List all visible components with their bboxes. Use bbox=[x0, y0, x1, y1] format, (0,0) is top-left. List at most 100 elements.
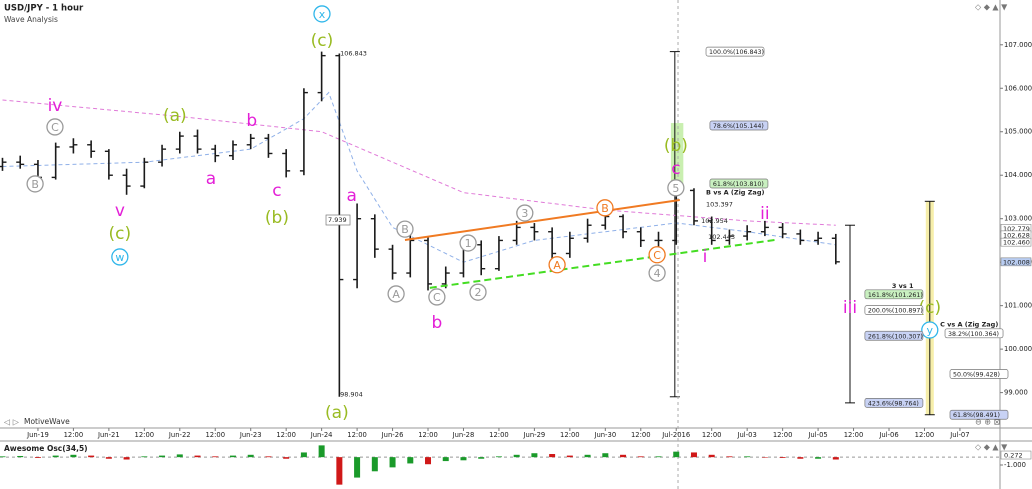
wave-label: c bbox=[272, 181, 281, 201]
x-tick-label: Jun-23 bbox=[239, 431, 262, 439]
wave-circle bbox=[921, 321, 939, 339]
wave-circle bbox=[387, 285, 405, 303]
wave-label: b bbox=[431, 313, 442, 333]
price-label-box bbox=[1000, 257, 1032, 267]
wave-label: c bbox=[671, 159, 680, 179]
fib-box bbox=[864, 398, 924, 408]
x-tick-label: 12:00 bbox=[347, 431, 367, 439]
y-tick-label: 99.000 bbox=[1004, 389, 1028, 397]
osc-bar bbox=[708, 454, 715, 458]
x-tick-label: 12:00 bbox=[773, 431, 793, 439]
osc-bar bbox=[88, 455, 95, 458]
wave-label: x bbox=[319, 8, 326, 21]
osc-bar bbox=[34, 457, 41, 458]
y-tick-label: 104.000 bbox=[1004, 171, 1032, 179]
osc-bar bbox=[318, 445, 325, 458]
wave-label: (a) bbox=[325, 403, 349, 423]
osc-bar bbox=[283, 457, 290, 459]
fib-box bbox=[864, 289, 924, 300]
x-tick-label: 12:00 bbox=[418, 431, 438, 439]
wave-label: B bbox=[31, 178, 39, 191]
price-label: 102.779 bbox=[1003, 225, 1030, 233]
fib-label: 38.2%(100.364) bbox=[948, 331, 999, 338]
osc-bar bbox=[832, 457, 839, 460]
note: B vs A (Zig Zag) bbox=[706, 189, 764, 197]
osc-bar bbox=[0, 456, 6, 458]
x-tick-label: Jul-07 bbox=[949, 431, 969, 439]
zoom-icons[interactable]: ⊖ ⊕ ⊠ bbox=[975, 418, 1000, 427]
osc-bar bbox=[141, 456, 148, 458]
price-label-box bbox=[1000, 237, 1032, 247]
trendline bbox=[429, 239, 775, 289]
x-tick-label: 12:00 bbox=[135, 431, 155, 439]
chart-title: USD/JPY - 1 hour bbox=[4, 4, 84, 14]
price-label: 102.628 bbox=[1003, 231, 1030, 239]
wave-label: (c) bbox=[918, 298, 941, 318]
wave-circle bbox=[469, 283, 487, 301]
x-tick-label: Jul-03 bbox=[737, 431, 757, 439]
osc-bar bbox=[425, 457, 432, 465]
osc-bar bbox=[123, 457, 130, 460]
fib-box bbox=[709, 178, 769, 189]
wave-circle bbox=[516, 204, 534, 222]
fib-box bbox=[949, 369, 1009, 379]
y-tick-label: 105.000 bbox=[1004, 128, 1032, 136]
osc-bar bbox=[797, 457, 804, 459]
fib-label: 61.8%(98.491) bbox=[953, 412, 1000, 419]
chart-subtitle: Wave Analysis bbox=[4, 15, 58, 24]
fib-box bbox=[709, 120, 769, 131]
osc-bar bbox=[407, 457, 414, 464]
osc-bar bbox=[726, 456, 733, 458]
wave-label: (b) bbox=[265, 208, 289, 228]
osc-bar bbox=[265, 456, 272, 458]
wave-circle bbox=[548, 256, 566, 274]
wave-circle bbox=[26, 175, 44, 193]
wave-circle bbox=[396, 220, 414, 238]
control-icon[interactable]: ◇ ◆ ▲ ▼ bbox=[975, 443, 1008, 452]
fib-label: 61.8%(103.810) bbox=[713, 181, 764, 188]
osc-bar bbox=[744, 456, 751, 458]
trendline bbox=[404, 199, 680, 241]
fib-label: 100.0%(106.843) bbox=[709, 49, 764, 56]
osc-bar bbox=[460, 457, 467, 461]
x-tick-label: Jun-30 bbox=[593, 431, 616, 439]
x-tick-label: 12:00 bbox=[276, 431, 296, 439]
y-tick-label: 107.000 bbox=[1004, 41, 1032, 49]
x-tick-label: Jul-2016 bbox=[661, 431, 690, 439]
wave-label: y bbox=[927, 324, 934, 337]
note: 102.443 bbox=[708, 233, 735, 241]
wave-circle bbox=[111, 248, 129, 266]
osc-bar bbox=[655, 456, 662, 458]
osc-bar bbox=[620, 454, 627, 458]
osc-bar bbox=[637, 456, 644, 458]
x-tick-label: 12:00 bbox=[631, 431, 651, 439]
wave-label: B bbox=[601, 202, 609, 215]
wave-label: w bbox=[115, 251, 124, 264]
fib-box bbox=[949, 409, 1009, 420]
osc-bar bbox=[549, 454, 556, 458]
osc-bar bbox=[300, 452, 307, 458]
control-icon[interactable]: ◇ ◆ ▲ ▼ bbox=[975, 3, 1008, 12]
wave-label: ii bbox=[760, 204, 769, 224]
price-label: 102.460 bbox=[1003, 239, 1030, 247]
wave-label: 3 bbox=[521, 207, 528, 220]
osc-bar bbox=[212, 456, 219, 458]
highlight-band bbox=[670, 123, 684, 189]
wave-label: 2 bbox=[475, 286, 482, 299]
osc-bar bbox=[371, 457, 378, 472]
wave-label: 1 bbox=[465, 237, 472, 250]
x-tick-label: 12:00 bbox=[844, 431, 864, 439]
window-controls[interactable]: ◇ ◆ ▲ ▼ ◇ ◆ ▲ ▼ ◁ ▷ ⊖ ⊕ ⊠ bbox=[3, 3, 1008, 452]
fib-box bbox=[944, 328, 1004, 339]
fib-box bbox=[705, 46, 765, 57]
scroll-arrows[interactable]: ◁ ▷ bbox=[3, 418, 20, 427]
osc-bar bbox=[194, 455, 201, 458]
x-tick-label: 12:00 bbox=[205, 431, 225, 439]
watermark: MotiveWave bbox=[24, 417, 70, 426]
note: 103.397 bbox=[706, 200, 733, 208]
wave-label: C bbox=[51, 121, 59, 134]
x-tick-label: Jun-28 bbox=[452, 431, 475, 439]
osc-bar bbox=[513, 454, 520, 458]
osc-bar bbox=[584, 454, 591, 458]
